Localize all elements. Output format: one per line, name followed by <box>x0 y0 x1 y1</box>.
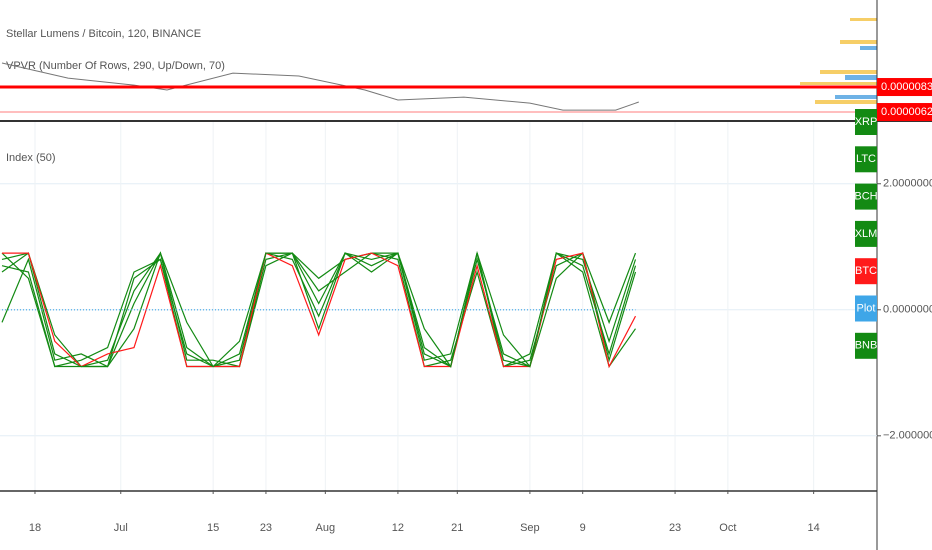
x-tick-label: 23 <box>260 522 272 534</box>
x-tick-label: Sep <box>520 522 540 534</box>
price-tag-label: 0.00000832 <box>881 81 932 93</box>
legend-tag <box>855 146 877 173</box>
vpvr-histogram <box>800 18 877 104</box>
legend-label: Plot <box>857 302 876 314</box>
price-tag <box>877 78 932 97</box>
x-tick-label: Jul <box>114 522 128 534</box>
legend-label: XLM <box>855 228 878 240</box>
legend-label: BNB <box>855 340 878 352</box>
index-pane <box>0 122 877 490</box>
price-pane <box>0 62 877 113</box>
series-line <box>1 252 637 368</box>
indicator-title: VPVR (Number Of Rows, 290, Up/Down, 70) <box>6 60 225 72</box>
x-tick-label: 12 <box>392 522 404 534</box>
x-tick-label: 15 <box>207 522 219 534</box>
series-line <box>1 252 637 368</box>
pane-title: Index (50) <box>6 152 56 164</box>
axes: 0.00000832 0.00000628 2.0000000 0.0000000 −2… <box>29 78 932 534</box>
legend-tag <box>855 258 877 285</box>
x-tick-label: 14 <box>808 522 820 534</box>
legend-label: BTC <box>855 265 877 277</box>
legend-label: BCH <box>854 191 877 203</box>
x-tick-label: Aug <box>316 522 336 534</box>
legend-label: XRP <box>855 116 878 128</box>
x-tick-label: 23 <box>669 522 681 534</box>
x-tick-label: Oct <box>719 522 736 534</box>
price-line <box>1 62 639 111</box>
x-tick-label: 21 <box>451 522 463 534</box>
x-tick-label: 18 <box>29 522 41 534</box>
y-tick-label: 0.0000000 <box>883 304 932 316</box>
legend-label: LTC <box>856 153 876 165</box>
legend-tag <box>855 295 877 322</box>
price-tag-label: 0.00000628 <box>881 106 932 118</box>
legend-tag <box>855 183 877 210</box>
y-tick-label: 2.0000000 <box>883 178 932 190</box>
chart-title: Stellar Lumens / Bitcoin, 120, BINANCE <box>6 28 201 40</box>
x-tick-label: 9 <box>580 522 586 534</box>
price-tag <box>877 103 932 122</box>
legend-tag <box>855 109 877 135</box>
legend-tag <box>855 220 877 247</box>
legend-tag <box>855 332 877 359</box>
y-tick-label: −2.0000000 <box>883 430 932 442</box>
